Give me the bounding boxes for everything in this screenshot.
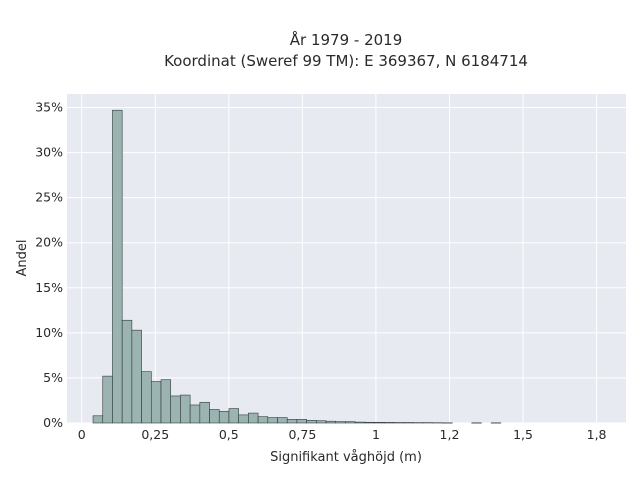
histogram-bar	[267, 417, 278, 424]
chart-title-line-1: År 1979 - 2019	[290, 30, 403, 49]
histogram-bar	[257, 416, 269, 424]
histogram-bar	[354, 421, 366, 424]
histogram-bar	[228, 408, 239, 424]
x-axis-label: Signifikant våghöjd (m)	[270, 450, 422, 465]
x-axis-ticks: 0 0,25 0,5 0,75 1 1,2 1,5 1,8	[78, 427, 607, 442]
histogram-bar	[345, 421, 356, 424]
y-tick-label: 5%	[43, 370, 63, 385]
histogram-bar	[180, 394, 191, 424]
y-axis-label: Andel	[15, 240, 30, 277]
y-axis-ticks: 0% 5% 10% 15% 20% 25% 30% 35%	[35, 100, 63, 430]
y-tick-label: 30%	[35, 145, 63, 160]
histogram-bar	[199, 401, 210, 424]
histogram-bar	[102, 375, 113, 424]
histogram-bar	[141, 371, 152, 424]
histogram-bar	[277, 417, 288, 424]
histogram-bar	[170, 395, 181, 424]
plot-area	[67, 94, 626, 423]
histogram-bar	[325, 420, 337, 424]
histogram-bar	[335, 421, 346, 424]
histogram-bar	[160, 379, 172, 424]
histogram-bar	[112, 109, 123, 424]
y-tick-label: 10%	[35, 325, 63, 340]
x-tick-label: 0,25	[141, 427, 169, 442]
histogram-bar	[316, 420, 327, 424]
y-tick-label: 25%	[35, 190, 63, 205]
y-tick-label: 0%	[43, 415, 63, 430]
histogram-bars	[92, 109, 502, 424]
x-tick-label: 1,5	[513, 427, 533, 442]
x-tick-label: 0,75	[288, 427, 316, 442]
histogram-bar	[296, 419, 307, 424]
x-tick-label: 1	[372, 427, 380, 442]
histogram-bar	[189, 404, 201, 424]
y-tick-label: 15%	[35, 280, 63, 295]
y-tick-label: 20%	[35, 235, 63, 250]
histogram-bar	[209, 409, 220, 424]
histogram-bar	[92, 415, 104, 424]
histogram-bar	[384, 422, 395, 424]
y-tick-label: 35%	[35, 100, 63, 115]
histogram-bar	[131, 329, 142, 424]
histogram-bar	[374, 422, 385, 424]
histogram-bar	[150, 381, 162, 424]
x-tick-label: 1,8	[587, 427, 607, 442]
histogram-bar	[306, 419, 317, 424]
histogram-bar	[121, 319, 133, 424]
x-tick-label: 0	[78, 427, 86, 442]
x-tick-label: 0,5	[219, 427, 239, 442]
histogram-bar	[286, 419, 298, 424]
histogram-bar	[248, 412, 259, 424]
histogram-bar	[218, 410, 230, 424]
histogram-bar	[364, 421, 375, 424]
chart-title-line-2: Koordinat (Sweref 99 TM): E 369367, N 61…	[164, 52, 528, 70]
x-tick-label: 1,2	[440, 427, 460, 442]
histogram-bar	[238, 414, 249, 424]
